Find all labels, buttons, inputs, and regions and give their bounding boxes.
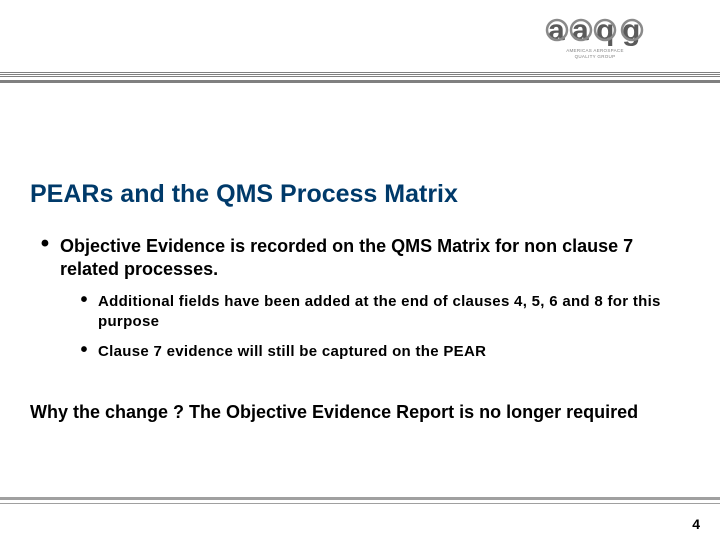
svg-text:AMERICAS AEROSPACE: AMERICAS AEROSPACE bbox=[566, 48, 624, 53]
footer-divider-line bbox=[0, 497, 720, 500]
bullet-level-2: • Additional fields have been added at t… bbox=[70, 292, 690, 333]
aaqg-logo: a a q g AMERICAS AEROSPACE QUALITY GROUP bbox=[540, 10, 690, 60]
bullet-text: Clause 7 evidence will still be captured… bbox=[98, 342, 486, 362]
bullet-text: Additional fields have been added at the… bbox=[98, 292, 690, 333]
bullet-dot: • bbox=[70, 342, 98, 362]
slide-title: PEARs and the QMS Process Matrix bbox=[30, 180, 690, 209]
slide-header: a a q g AMERICAS AEROSPACE QUALITY GROUP bbox=[0, 0, 720, 80]
bullet-text: Objective Evidence is recorded on the QM… bbox=[60, 235, 690, 282]
slide-content: PEARs and the QMS Process Matrix • Objec… bbox=[0, 80, 720, 424]
page-number: 4 bbox=[692, 516, 700, 532]
svg-text:QUALITY GROUP: QUALITY GROUP bbox=[575, 54, 616, 59]
bullet-dot: • bbox=[30, 235, 60, 282]
footer-divider-stripes bbox=[0, 503, 720, 505]
why-change-text: Why the change ? The Objective Evidence … bbox=[30, 401, 690, 424]
header-divider-stripes bbox=[0, 72, 720, 78]
header-divider-line bbox=[0, 80, 720, 83]
bullet-level-2: • Clause 7 evidence will still be captur… bbox=[70, 342, 690, 362]
bullet-dot: • bbox=[70, 292, 98, 333]
bullet-level-1: • Objective Evidence is recorded on the … bbox=[30, 235, 690, 282]
